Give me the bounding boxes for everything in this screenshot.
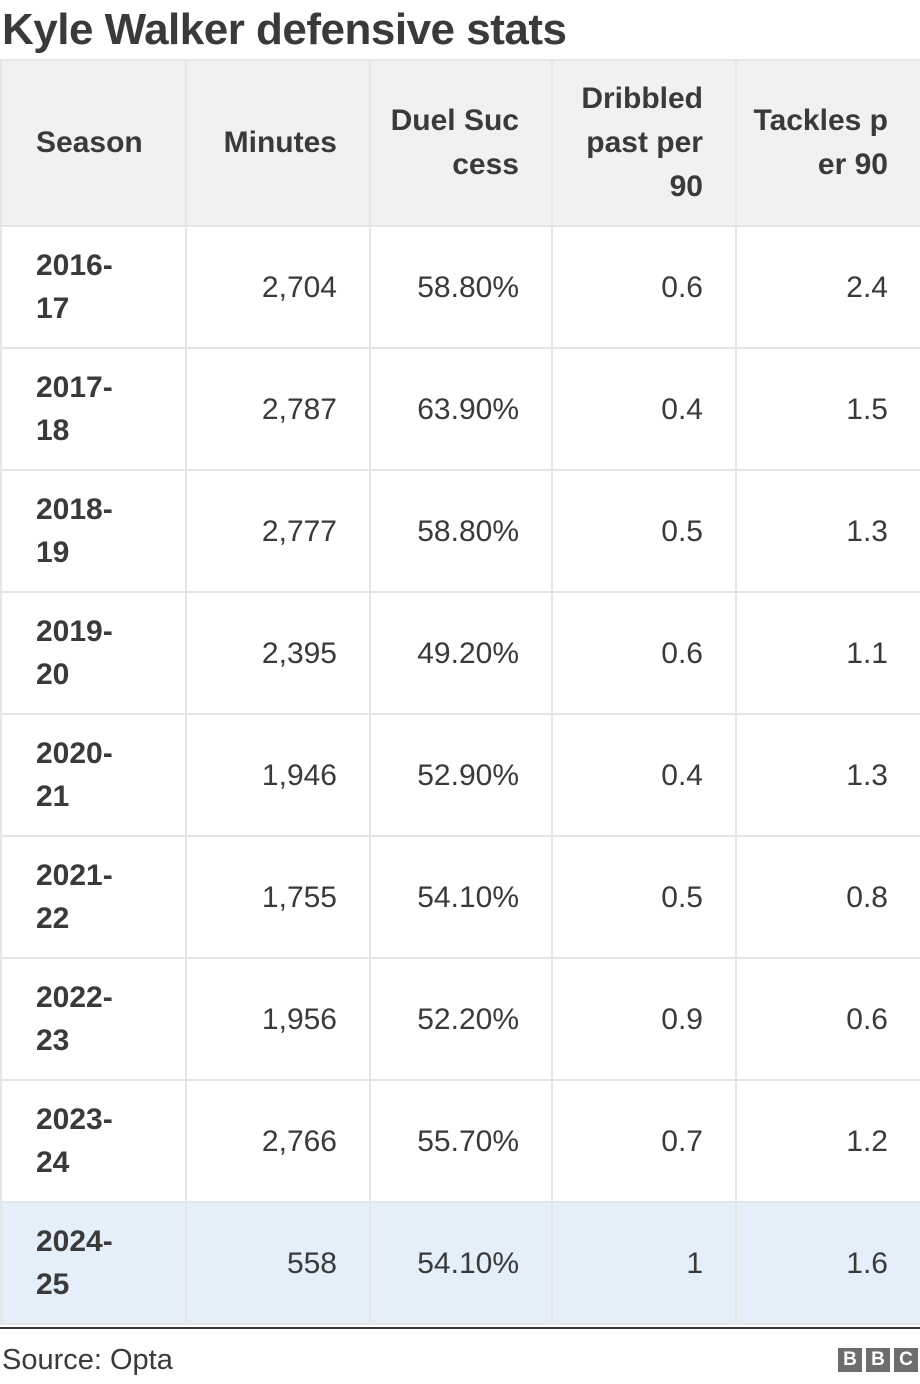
table-row: 2021-22 1,755 54.10% 0.5 0.8 bbox=[0, 835, 920, 959]
cell-duel-success: 52.20% bbox=[369, 957, 553, 1081]
logo-letter: B bbox=[866, 1348, 890, 1372]
cell-minutes: 1,946 bbox=[185, 713, 371, 837]
column-header-minutes: Minutes bbox=[185, 59, 371, 227]
cell-dribbled-past: 0.6 bbox=[551, 591, 737, 715]
cell-duel-success: 52.90% bbox=[369, 713, 553, 837]
cell-minutes: 1,755 bbox=[185, 835, 371, 959]
cell-minutes: 2,704 bbox=[185, 225, 371, 349]
cell-dribbled-past: 1 bbox=[551, 1201, 737, 1325]
table-row: 2018-19 2,777 58.80% 0.5 1.3 bbox=[0, 469, 920, 593]
cell-tackles: 1.3 bbox=[735, 713, 920, 837]
table-row: 2019-20 2,395 49.20% 0.6 1.1 bbox=[0, 591, 920, 715]
table-row: 2017-18 2,787 63.90% 0.4 1.5 bbox=[0, 347, 920, 471]
cell-duel-success: 58.80% bbox=[369, 225, 553, 349]
cell-duel-success: 54.10% bbox=[369, 1201, 553, 1325]
cell-tackles: 0.8 bbox=[735, 835, 920, 959]
cell-tackles: 1.6 bbox=[735, 1201, 920, 1325]
cell-dribbled-past: 0.5 bbox=[551, 469, 737, 593]
table-header: Season Minutes Duel Success Dribbled pas… bbox=[0, 59, 920, 227]
cell-minutes: 2,766 bbox=[185, 1079, 371, 1203]
cell-season: 2021-22 bbox=[0, 835, 187, 959]
logo-letter: B bbox=[838, 1348, 862, 1372]
table-row: 2016-17 2,704 58.80% 0.6 2.4 bbox=[0, 225, 920, 349]
cell-duel-success: 55.70% bbox=[369, 1079, 553, 1203]
cell-tackles: 2.4 bbox=[735, 225, 920, 349]
cell-dribbled-past: 0.4 bbox=[551, 347, 737, 471]
table-body: 2016-17 2,704 58.80% 0.6 2.4 2017-18 2,787 63.9… bbox=[0, 225, 920, 1325]
table-row: 2020-21 1,946 52.90% 0.4 1.3 bbox=[0, 713, 920, 837]
cell-minutes: 558 bbox=[185, 1201, 371, 1325]
logo-letter: C bbox=[894, 1348, 918, 1372]
cell-minutes: 1,956 bbox=[185, 957, 371, 1081]
cell-season: 2023-24 bbox=[0, 1079, 187, 1203]
stats-table: Season Minutes Duel Success Dribbled pas… bbox=[0, 59, 920, 1325]
cell-duel-success: 58.80% bbox=[369, 469, 553, 593]
bbc-logo: B B C bbox=[838, 1348, 918, 1372]
cell-season: 2024-25 bbox=[0, 1201, 187, 1325]
column-header-duel-success: Duel Success bbox=[369, 59, 553, 227]
column-header-tackles: Tackles per 90 bbox=[735, 59, 920, 227]
source-note: Source: Opta bbox=[2, 1344, 173, 1376]
cell-dribbled-past: 0.9 bbox=[551, 957, 737, 1081]
cell-season: 2020-21 bbox=[0, 713, 187, 837]
cell-duel-success: 63.90% bbox=[369, 347, 553, 471]
column-header-season: Season bbox=[0, 59, 187, 227]
column-header-dribbled-past: Dribbled past per 90 bbox=[551, 59, 737, 227]
cell-duel-success: 49.20% bbox=[369, 591, 553, 715]
cell-tackles: 1.3 bbox=[735, 469, 920, 593]
cell-tackles: 0.6 bbox=[735, 957, 920, 1081]
cell-dribbled-past: 0.4 bbox=[551, 713, 737, 837]
cell-season: 2018-19 bbox=[0, 469, 187, 593]
footer-divider bbox=[0, 1327, 920, 1329]
cell-tackles: 1.1 bbox=[735, 591, 920, 715]
cell-season: 2019-20 bbox=[0, 591, 187, 715]
cell-dribbled-past: 0.6 bbox=[551, 225, 737, 349]
chart-title: Kyle Walker defensive stats bbox=[2, 5, 567, 54]
cell-dribbled-past: 0.7 bbox=[551, 1079, 737, 1203]
header-row: Season Minutes Duel Success Dribbled pas… bbox=[0, 59, 920, 227]
cell-season: 2016-17 bbox=[0, 225, 187, 349]
cell-minutes: 2,395 bbox=[185, 591, 371, 715]
table-row: 2024-25 558 54.10% 1 1.6 bbox=[0, 1201, 920, 1325]
cell-tackles: 1.2 bbox=[735, 1079, 920, 1203]
cell-tackles: 1.5 bbox=[735, 347, 920, 471]
table-row: 2022-23 1,956 52.20% 0.9 0.6 bbox=[0, 957, 920, 1081]
table-row: 2023-24 2,766 55.70% 0.7 1.2 bbox=[0, 1079, 920, 1203]
cell-season: 2017-18 bbox=[0, 347, 187, 471]
cell-minutes: 2,777 bbox=[185, 469, 371, 593]
cell-season: 2022-23 bbox=[0, 957, 187, 1081]
cell-duel-success: 54.10% bbox=[369, 835, 553, 959]
cell-dribbled-past: 0.5 bbox=[551, 835, 737, 959]
cell-minutes: 2,787 bbox=[185, 347, 371, 471]
